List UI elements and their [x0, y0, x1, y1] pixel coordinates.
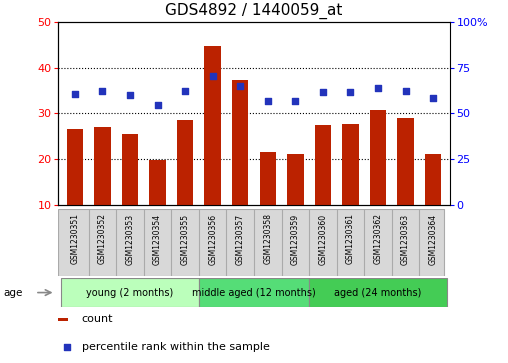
Bar — [314, 125, 331, 205]
Text: count: count — [82, 314, 113, 325]
Bar — [309, 278, 447, 307]
Text: GSM1230352: GSM1230352 — [98, 213, 107, 264]
Point — [264, 98, 272, 103]
Point — [209, 73, 217, 79]
Bar — [122, 134, 138, 205]
Text: GSM1230361: GSM1230361 — [346, 213, 355, 264]
Bar — [58, 318, 68, 321]
Text: GSM1230359: GSM1230359 — [291, 213, 300, 265]
Text: aged (24 months): aged (24 months) — [334, 287, 422, 298]
Bar — [370, 110, 386, 205]
Text: GSM1230364: GSM1230364 — [429, 213, 437, 265]
Bar — [260, 152, 276, 205]
Text: GSM1230360: GSM1230360 — [319, 213, 327, 265]
Point — [346, 89, 355, 95]
Text: GSM1230362: GSM1230362 — [373, 213, 383, 264]
Text: GSM1230355: GSM1230355 — [181, 213, 189, 265]
Text: GSM1230356: GSM1230356 — [208, 213, 217, 265]
Point — [429, 95, 437, 101]
Bar — [287, 154, 304, 205]
Bar — [67, 130, 83, 205]
Text: young (2 months): young (2 months) — [86, 287, 174, 298]
Point — [99, 89, 107, 94]
Text: GSM1230358: GSM1230358 — [263, 213, 272, 264]
Point — [236, 83, 244, 89]
Bar — [342, 123, 359, 205]
Text: GSM1230351: GSM1230351 — [71, 213, 79, 264]
Point — [319, 89, 327, 95]
Text: GSM1230357: GSM1230357 — [236, 213, 245, 265]
Text: GSM1230354: GSM1230354 — [153, 213, 162, 265]
Point — [181, 89, 189, 94]
Bar — [232, 81, 248, 205]
Text: middle aged (12 months): middle aged (12 months) — [192, 287, 316, 298]
Point — [71, 91, 79, 97]
Bar — [61, 278, 199, 307]
Bar — [425, 154, 441, 205]
Text: age: age — [3, 287, 22, 298]
Bar — [94, 127, 111, 205]
Point — [374, 85, 382, 91]
Bar — [204, 46, 221, 205]
Point — [291, 98, 299, 103]
Text: GSM1230363: GSM1230363 — [401, 213, 410, 265]
Bar — [199, 278, 309, 307]
Bar — [177, 120, 194, 205]
Point — [153, 102, 162, 108]
Text: GSM1230353: GSM1230353 — [125, 213, 135, 265]
Title: GDS4892 / 1440059_at: GDS4892 / 1440059_at — [165, 3, 343, 19]
Point — [126, 92, 134, 98]
Bar — [149, 160, 166, 205]
Point — [401, 87, 409, 93]
Text: percentile rank within the sample: percentile rank within the sample — [82, 342, 270, 352]
Bar — [397, 118, 414, 205]
Point — [62, 344, 71, 350]
